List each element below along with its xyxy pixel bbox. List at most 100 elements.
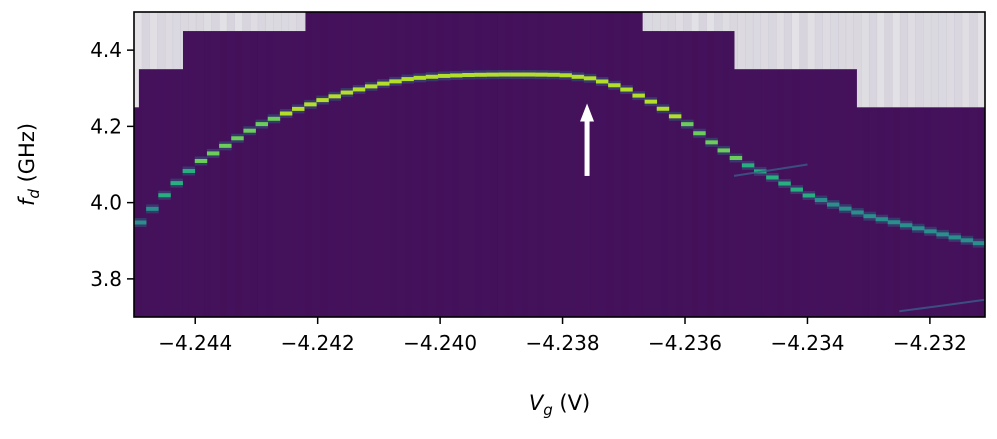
column-texture — [691, 12, 700, 317]
column-texture — [714, 12, 723, 317]
scan-column — [182, 31, 306, 317]
y-axis-label: fd (GHz) — [15, 123, 43, 206]
column-texture — [729, 12, 738, 317]
column-texture — [791, 12, 800, 317]
column-texture — [907, 12, 916, 317]
column-texture — [876, 12, 885, 317]
resonance-segment — [729, 155, 743, 160]
column-texture — [474, 12, 483, 317]
column-texture — [528, 12, 537, 317]
resonance-segment — [644, 99, 658, 104]
scan-column — [134, 107, 140, 317]
column-texture — [211, 12, 220, 317]
x-tick-label: −4.242 — [281, 331, 355, 355]
column-texture — [930, 12, 939, 317]
column-texture — [505, 12, 514, 317]
column-texture — [319, 12, 328, 317]
scan-column — [733, 69, 857, 317]
column-texture — [845, 12, 854, 317]
column-texture — [250, 12, 259, 317]
column-texture — [373, 12, 382, 317]
resonance-segment — [292, 106, 305, 111]
resonance-segment — [328, 94, 341, 99]
resonance-segment — [255, 122, 269, 127]
resonance-segment — [693, 131, 706, 136]
column-texture — [397, 12, 406, 317]
column-texture — [219, 12, 228, 317]
column-texture — [404, 12, 413, 317]
resonance-segment — [425, 74, 439, 79]
column-texture — [621, 12, 630, 317]
resonance-segment — [243, 128, 256, 133]
column-texture — [551, 12, 560, 317]
column-texture — [443, 12, 452, 317]
column-texture — [497, 12, 506, 317]
resonance-segment — [571, 74, 585, 79]
column-texture — [311, 12, 321, 317]
resonance-segment — [450, 73, 463, 78]
x-tick-label: −4.238 — [526, 331, 600, 355]
column-texture — [134, 12, 143, 317]
resonance-segment — [158, 193, 171, 198]
column-texture — [853, 12, 862, 317]
resonance-segment — [364, 84, 378, 89]
column-texture — [172, 12, 181, 317]
column-texture — [868, 12, 878, 317]
column-texture — [667, 12, 676, 317]
column-texture — [188, 12, 197, 317]
column-texture — [954, 12, 963, 317]
column-texture — [273, 12, 282, 317]
resonance-segment — [668, 114, 682, 119]
column-texture — [737, 12, 746, 317]
resonance-segment — [170, 181, 183, 186]
column-texture — [760, 12, 769, 317]
column-texture — [822, 12, 831, 317]
resonance-segment — [948, 235, 961, 240]
resonance-segment — [595, 79, 609, 84]
column-texture — [660, 12, 669, 317]
column-texture — [482, 12, 491, 317]
column-texture — [381, 12, 390, 317]
column-texture — [683, 12, 692, 317]
column-texture — [892, 12, 901, 317]
column-texture — [335, 12, 344, 317]
column-texture — [706, 12, 715, 317]
resonance-segment — [863, 214, 876, 219]
column-texture — [590, 12, 599, 317]
resonance-segment — [134, 220, 147, 225]
column-texture — [838, 12, 847, 317]
resonance-segment — [851, 210, 864, 215]
resonance-segment — [632, 93, 645, 98]
column-texture — [435, 12, 444, 317]
resonance-segment — [413, 75, 427, 80]
column-texture — [814, 12, 823, 317]
resonance-segment — [924, 229, 937, 234]
resonance-segment — [316, 98, 329, 103]
column-texture — [884, 12, 893, 317]
column-texture — [389, 12, 398, 317]
column-texture — [466, 12, 475, 317]
column-texture — [861, 12, 870, 317]
y-tick-label: 4.0 — [90, 191, 122, 215]
x-tick-label: −4.244 — [158, 331, 232, 355]
arrow-shaft — [584, 119, 590, 176]
resonance-segment — [352, 87, 366, 92]
column-texture — [520, 12, 529, 317]
scan-column — [138, 69, 184, 317]
resonance-segment — [960, 238, 974, 243]
x-tick-label: −4.234 — [770, 331, 844, 355]
column-texture — [180, 12, 189, 317]
column-texture — [629, 12, 638, 317]
resonance-segment — [826, 202, 840, 207]
column-texture — [234, 12, 243, 317]
column-texture — [412, 12, 421, 317]
resonance-segment — [474, 72, 487, 77]
resonance-segment — [510, 72, 524, 77]
column-texture — [675, 12, 684, 317]
column-texture — [807, 12, 816, 317]
axes-frame — [133, 11, 986, 318]
scan-column — [642, 31, 735, 317]
resonance-segment — [620, 87, 633, 92]
column-texture — [752, 12, 762, 317]
